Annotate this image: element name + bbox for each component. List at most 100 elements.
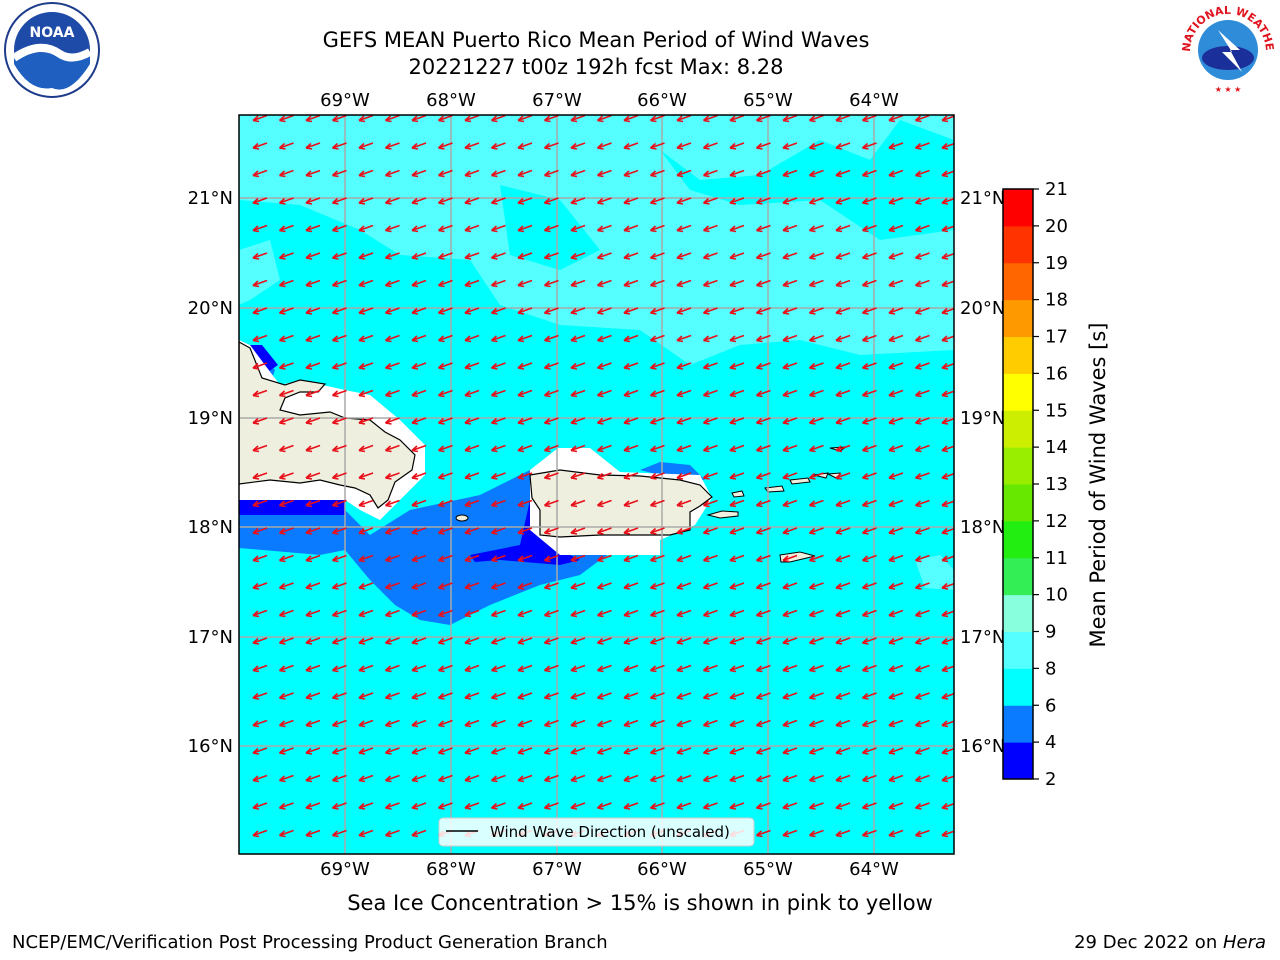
wind-arrow-shaft — [756, 719, 771, 727]
wind-arrow-head — [702, 170, 710, 178]
wind-arrow-head — [517, 582, 525, 590]
wind-arrow-shaft — [570, 499, 586, 507]
wind-arrow-head — [437, 720, 445, 728]
wind-arrow-head — [305, 692, 313, 700]
wind-arrow-head — [649, 335, 657, 343]
wind-arrow-shaft — [729, 252, 745, 259]
wind-arrow-shaft — [544, 362, 559, 369]
wind-arrow-head — [384, 527, 392, 535]
wind-arrow-head — [835, 720, 843, 728]
wind-arrow-head — [543, 197, 551, 205]
wind-arrow-head — [835, 555, 843, 563]
wind-arrow-shaft — [464, 472, 480, 479]
wind-arrow-head — [649, 170, 657, 178]
wind-arrow-head — [861, 472, 869, 480]
wind-arrow-head — [782, 252, 790, 260]
wind-arrow-shaft — [279, 499, 294, 507]
wind-arrow-head — [888, 665, 896, 673]
wind-arrow-head — [702, 417, 710, 425]
wind-arrow-shaft — [729, 719, 745, 727]
wind-arrow-head — [464, 665, 472, 673]
wind-arrow-head — [278, 802, 286, 810]
wind-arrow-shaft — [756, 389, 771, 397]
wind-arrow-shaft — [835, 334, 851, 342]
wind-arrow-head — [702, 142, 710, 150]
colorbar-tick-label: 11 — [1045, 548, 1068, 569]
wind-arrow-head — [914, 500, 922, 508]
wind-arrow-shaft — [597, 224, 612, 232]
wind-arrow-shaft — [358, 527, 374, 534]
wind-arrow-head — [570, 802, 578, 810]
wind-arrow-head — [411, 582, 419, 590]
wind-arrow-shaft — [517, 417, 533, 424]
wind-arrow-shaft — [809, 499, 824, 507]
wind-arrow-shaft — [888, 142, 904, 149]
wind-arrow-head — [252, 472, 260, 480]
wind-arrow-head — [755, 390, 763, 398]
wind-arrow-head — [888, 335, 896, 343]
wind-arrow-shaft — [703, 554, 718, 562]
wind-arrow-shaft — [544, 334, 559, 342]
wind-arrow-shaft — [544, 582, 559, 589]
wind-arrow-head — [411, 802, 419, 810]
wind-arrow-head — [331, 252, 339, 260]
wind-arrow-shaft — [411, 252, 427, 259]
wind-arrow-head — [464, 610, 472, 618]
wind-arrow-shaft — [809, 115, 824, 122]
lat-label: 21°N — [188, 188, 233, 209]
wind-arrow-shaft — [782, 664, 798, 672]
wind-arrow-shaft — [835, 279, 851, 287]
wind-arrow-head — [729, 610, 737, 618]
wind-arrow-head — [490, 555, 498, 563]
wind-arrow-shaft — [332, 115, 347, 122]
wind-arrow-shaft — [915, 197, 930, 204]
wind-arrow-shaft — [358, 582, 374, 589]
wind-arrow-head — [358, 527, 366, 535]
wind-arrow-shaft — [438, 527, 453, 534]
wind-arrow-shaft — [332, 169, 347, 177]
wind-arrow-head — [543, 362, 551, 370]
wind-arrow-head — [755, 170, 763, 178]
wind-arrow-head — [437, 472, 445, 480]
wind-arrow-head — [861, 720, 869, 728]
wind-arrow-head — [305, 417, 313, 425]
wind-arrow-shaft — [570, 115, 586, 122]
wind-arrow-head — [755, 417, 763, 425]
wind-arrow-shaft — [544, 472, 559, 479]
wind-arrow-shaft — [438, 554, 453, 562]
wind-arrow-shaft — [332, 774, 347, 782]
wind-arrow-head — [888, 142, 896, 150]
wind-arrow-head — [861, 555, 869, 563]
wind-arrow-head — [305, 225, 313, 233]
wind-arrow-head — [570, 775, 578, 783]
wind-arrow-head — [755, 582, 763, 590]
wind-arrow-head — [782, 720, 790, 728]
wind-arrow-shaft — [517, 444, 533, 452]
wind-arrow-shaft — [358, 362, 374, 369]
wind-arrow-shaft — [517, 279, 533, 287]
wind-arrow-head — [517, 802, 525, 810]
wind-arrow-head — [543, 610, 551, 618]
wind-arrow-head — [278, 692, 286, 700]
wind-arrow-shaft — [729, 582, 745, 589]
wind-arrow-shaft — [411, 224, 427, 232]
wind-arrow-head — [543, 747, 551, 755]
wind-arrow-head — [861, 307, 869, 315]
wind-arrow-shaft — [782, 334, 798, 342]
wind-arrow-head — [941, 802, 949, 810]
wind-arrow-shaft — [570, 197, 586, 204]
wind-arrow-head — [808, 115, 816, 123]
wind-arrow-shaft — [915, 142, 930, 149]
wind-arrow-head — [490, 720, 498, 728]
wind-arrow-shaft — [438, 142, 453, 149]
wind-arrow-shaft — [782, 362, 798, 369]
wind-arrow-shaft — [385, 554, 400, 562]
wind-arrow-shaft — [411, 637, 427, 644]
wind-arrow-shaft — [464, 554, 480, 562]
wind-arrow-head — [278, 197, 286, 205]
noaa-logo: NOAA — [4, 2, 100, 98]
wind-arrow-head — [570, 610, 578, 618]
wind-arrow-shaft — [252, 637, 268, 644]
wind-arrow-head — [411, 500, 419, 508]
wind-arrow-head — [676, 692, 684, 700]
